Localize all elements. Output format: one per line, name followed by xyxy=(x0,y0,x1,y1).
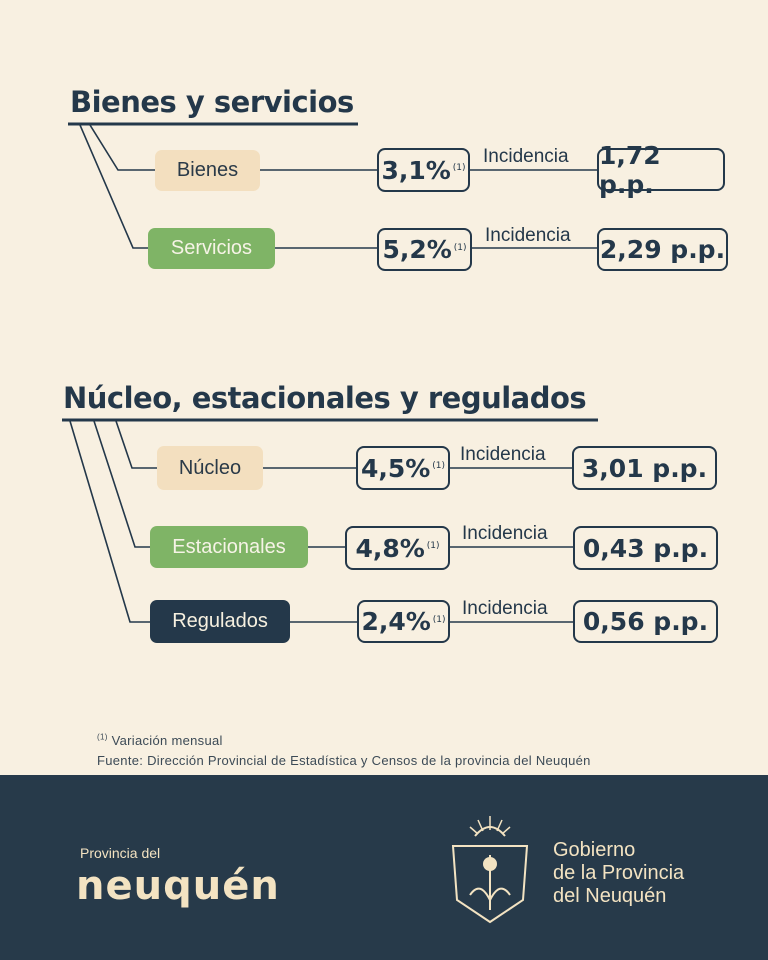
incidence-label: Incidencia xyxy=(483,146,569,167)
pct-box-estacionales: 4,8% (1) xyxy=(345,526,450,570)
pct-value: 4,5% xyxy=(360,453,431,483)
incidence-value-bienes: 1,72 p.p. xyxy=(597,141,725,199)
pct-box-servicios: 5,2% (1) xyxy=(377,228,472,271)
coat-of-arms-icon xyxy=(451,816,529,924)
pct-value: 5,2% xyxy=(382,235,452,264)
pct-box-bienes: 3,1% (1) xyxy=(377,148,470,192)
incidence-value-regulados: 0,56 p.p. xyxy=(573,600,718,643)
footnote-marker: (1) xyxy=(426,541,440,551)
gov-line-3: del Neuquén xyxy=(553,885,667,907)
category-nucleo: Núcleo xyxy=(157,446,263,490)
incidence-value-servicios: 2,29 p.p. xyxy=(597,228,728,271)
incidence-label: Incidencia xyxy=(462,523,548,544)
category-servicios: Servicios xyxy=(148,228,275,269)
incidence-label: Incidencia xyxy=(462,598,548,619)
pct-value: 2,4% xyxy=(361,607,431,636)
gov-line-1: Gobierno xyxy=(553,839,636,861)
footnote-marker: (1) xyxy=(452,163,466,173)
pct-value: 3,1% xyxy=(381,155,451,185)
gov-line-2: de la Provincia xyxy=(553,862,685,884)
pct-box-nucleo: 4,5% (1) xyxy=(356,446,450,490)
footnote: (1) Variación mensual xyxy=(97,733,223,749)
category-bienes: Bienes xyxy=(155,150,260,191)
connector-lines xyxy=(62,122,598,623)
footnote-marker: (1) xyxy=(432,614,446,625)
footnote-marker: (1) xyxy=(432,461,446,471)
footnote-text: Variación mensual xyxy=(111,733,223,748)
incidence-value-nucleo: 3,01 p.p. xyxy=(572,446,717,490)
footer-band: Provincia del neuquén Gobierno de la Pro… xyxy=(0,775,768,960)
section-title-nucleo: Núcleo, estacionales y regulados xyxy=(63,381,587,415)
category-regulados: Regulados xyxy=(150,600,290,643)
category-estacionales: Estacionales xyxy=(150,526,308,568)
incidence-label: Incidencia xyxy=(460,444,546,465)
incidence-value-estacionales: 0,43 p.p. xyxy=(573,526,718,570)
pct-box-regulados: 2,4% (1) xyxy=(357,600,450,643)
source-note: Fuente: Dirección Provincial de Estadíst… xyxy=(97,753,591,768)
brand-logo-text: neuquén xyxy=(76,863,280,909)
footnote-marker: (1) xyxy=(97,732,108,742)
brand-small-text: Provincia del xyxy=(80,845,161,861)
government-name: Gobierno de la Provincia del Neuquén xyxy=(553,839,684,908)
pct-value: 4,8% xyxy=(355,533,425,563)
footnote-marker: (1) xyxy=(453,242,467,253)
incidence-label: Incidencia xyxy=(485,225,571,246)
section-title-bienes-servicios: Bienes y servicios xyxy=(70,85,354,119)
